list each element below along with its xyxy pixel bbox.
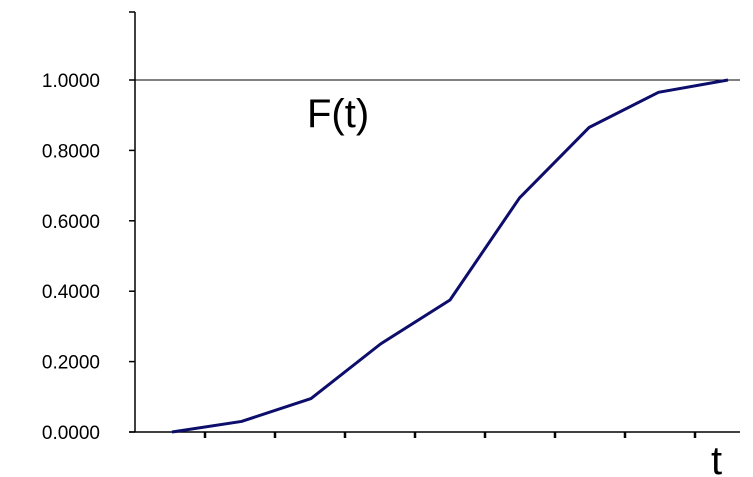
y-axis: 0.0000 0.2000 0.4000 0.6000 0.8000 1.0000 <box>42 11 136 444</box>
cdf-series-line <box>171 78 729 434</box>
y-tick-label: 0.6000 <box>42 212 100 233</box>
y-tick-label: 0.4000 <box>42 282 100 303</box>
x-axis <box>129 431 740 438</box>
y-tick-label: 0.0000 <box>42 423 100 444</box>
x-axis-label: t <box>711 439 722 477</box>
series-label: F(t) <box>307 92 369 136</box>
y-tick-label: 0.2000 <box>42 353 100 374</box>
y-tick-label: 0.8000 <box>42 141 100 162</box>
y-tick-label: 1.0000 <box>42 71 100 92</box>
